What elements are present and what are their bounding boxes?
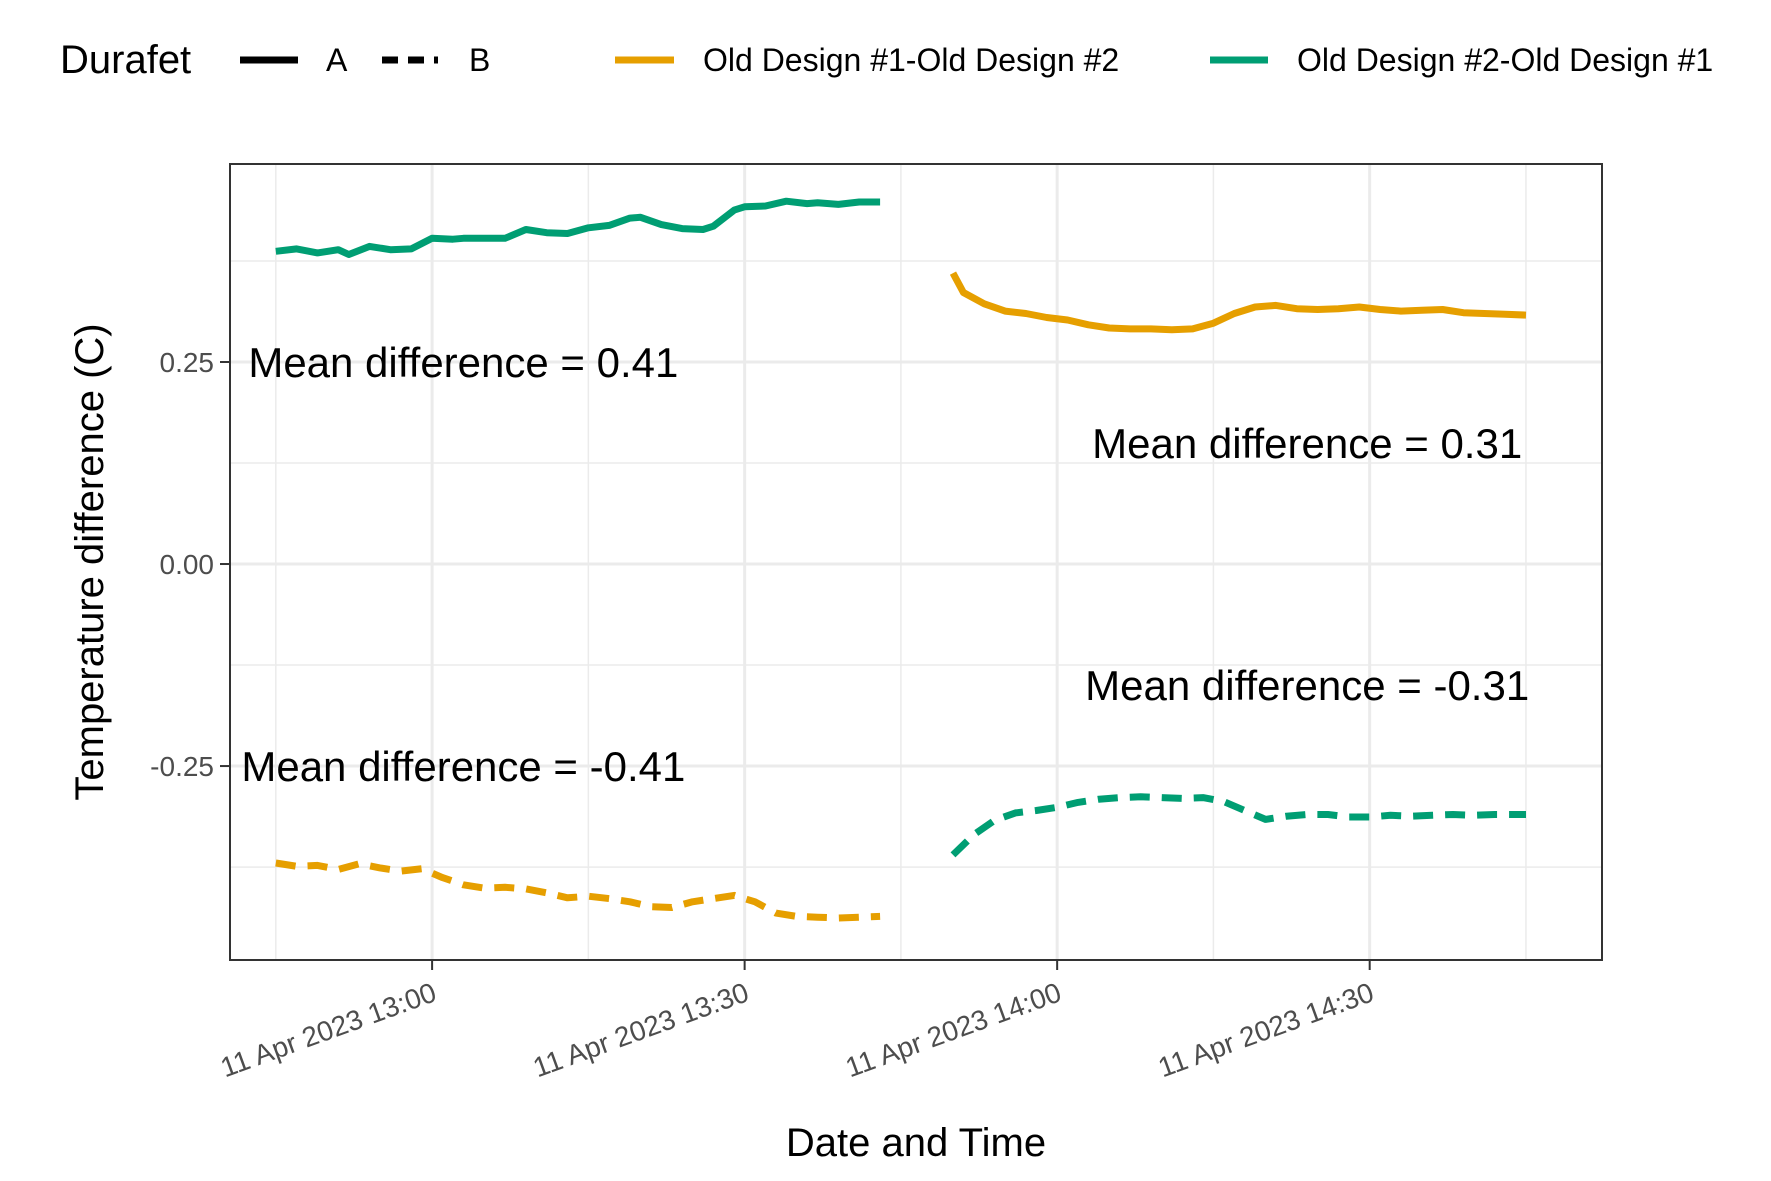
series-line-b-orange [275,859,881,922]
annotation-mean-difference: Mean difference = -0.41 [241,743,685,790]
annotation-mean-difference: Mean difference = 0.31 [1092,420,1522,467]
annotation-mean-difference: Mean difference = 0.41 [248,339,678,386]
plot-border [229,163,1603,961]
y-axis: 0.25 0.00 -0.25 [150,347,230,782]
legend-title: Durafet [60,38,191,82]
x-tick-label: 11 Apr 2023 13:00 [216,977,440,1084]
series-line-b-green [950,793,1526,858]
x-axis: 11 Apr 2023 13:00 11 Apr 2023 13:30 11 Apr… [216,960,1378,1084]
x-tick-label: 11 Apr 2023 13:30 [529,977,753,1084]
x-tick-label: 11 Apr 2023 14:00 [841,977,1065,1084]
legend-label-a: A [326,42,348,78]
annotation-mean-difference: Mean difference = -0.31 [1085,662,1529,709]
x-tick-label: 11 Apr 2023 14:30 [1154,977,1378,1084]
series-line-a-orange [949,271,1527,334]
legend-label-color-1: Old Design #1-Old Design #2 [703,42,1119,78]
legend-label-b: B [469,42,490,78]
annotations: Mean difference = 0.41 Mean difference = … [241,339,1529,790]
legend: Durafet A B Old Design #1-Old Design #2 … [60,38,1713,82]
x-axis-title: Date and Time [786,1121,1046,1165]
plot-panel [230,164,1602,960]
series-line-a-green [275,197,881,258]
gridlines [230,164,1602,960]
y-tick-label: 0.25 [160,347,215,378]
series-lines [275,197,1527,922]
legend-label-color-2: Old Design #2-Old Design #1 [1297,42,1713,78]
y-tick-label: 0.00 [160,549,215,580]
y-tick-label: -0.25 [150,751,214,782]
y-axis-title: Temperature difference (C) [68,323,112,800]
